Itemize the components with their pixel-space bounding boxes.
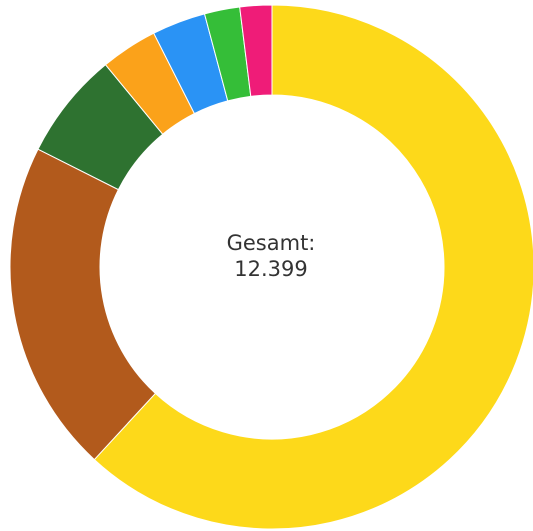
donut-slice-1: [93, 4, 533, 530]
donut-slice-2: [9, 148, 157, 461]
donut-slices: [9, 4, 533, 530]
donut-slice-7: [239, 4, 273, 97]
center-label-text: Gesamt:: [226, 231, 316, 255]
center-total-label: Gesamt: 12.399: [166, 230, 376, 282]
center-value-text: 12.399: [234, 257, 308, 281]
